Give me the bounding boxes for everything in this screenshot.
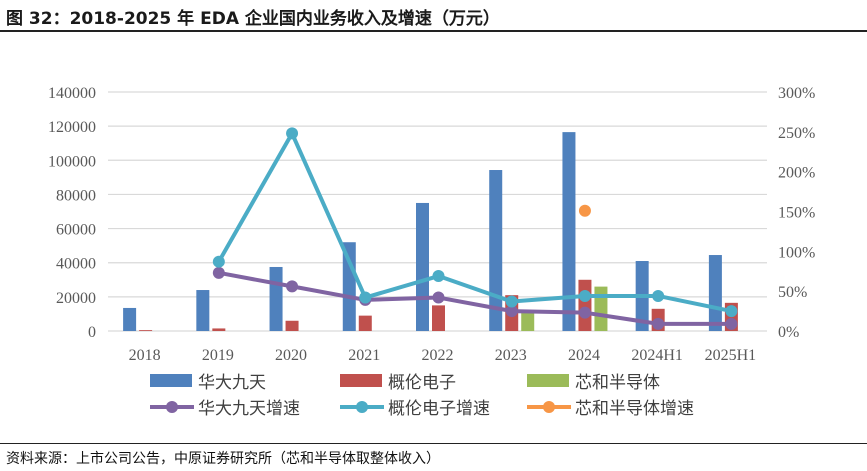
line-概伦电子增速 [217,131,732,314]
bottom-rule [0,443,867,444]
bar-华大九天 [708,255,722,331]
bar-华大九天 [416,202,429,331]
y-left-tick: 140000 [48,85,96,102]
y-left-tick: 100000 [48,153,96,170]
bar-概伦电子 [578,279,592,331]
legend-label: 概伦电子 [388,373,456,393]
point-概伦电子增速 [505,295,518,308]
y-left-tick: 80000 [56,187,96,204]
point-概伦电子增速 [578,289,591,302]
legend-marker [166,401,178,413]
point-概伦电子增速 [432,270,445,283]
point-华大九天增速 [505,305,518,318]
x-tick: 2018 [129,347,161,364]
bar-华大九天 [562,132,576,331]
bar-概伦电子 [212,328,226,331]
bar-概伦电子 [432,305,445,331]
x-tick: 2022 [422,347,454,364]
bar-华大九天 [269,266,283,331]
legend-swatch [527,374,569,387]
y-left-tick: 120000 [48,119,96,136]
point-华大九天增速 [725,317,738,330]
y-right-tick: 200% [778,165,815,182]
bar-芯和半导体 [521,312,535,331]
bar-概伦电子 [285,320,299,331]
legend-label: 芯和半导体 [575,373,660,393]
bar-华大九天 [196,290,210,331]
y-left-tick: 40000 [56,256,96,273]
y-right-tick: 50% [778,284,807,301]
x-tick: 2025H1 [705,347,757,364]
legend-label: 芯和半导体增速 [575,399,694,419]
bar-华大九天 [123,307,137,331]
y-right-tick: 150% [778,205,815,222]
y-right-tick: 250% [778,125,815,142]
x-tick: 2023 [495,347,527,364]
legend-label: 概伦电子增速 [388,399,490,419]
bar-概伦电子 [358,315,372,331]
figure-title: 图 32：2018-2025 年 EDA 企业国内业务收入及增速（万元） [6,9,500,29]
legend-label: 华大九天 [198,373,266,393]
point-华大九天增速 [212,266,225,279]
x-tick: 2019 [202,347,234,364]
point-华大九天增速 [578,306,591,319]
point-芯和半导体增速 [578,204,591,217]
bar-概伦电子 [139,330,153,331]
point-概伦电子增速 [652,289,665,302]
top-rule [0,30,867,32]
x-tick: 2021 [348,347,380,364]
legend-marker [543,401,555,413]
legend-swatch [340,374,382,387]
point-概伦电子增速 [286,127,299,140]
x-tick: 2024 [568,347,600,364]
point-华大九天增速 [432,291,445,304]
x-tick: 2020 [275,347,307,364]
legend-label: 华大九天增速 [198,399,300,419]
bar-华大九天 [489,170,503,331]
bar-芯和半导体 [594,286,608,331]
y-left-tick: 0 [88,324,96,341]
y-right-tick: 0% [778,324,799,341]
x-tick: 2024H1 [631,347,683,364]
y-left-tick: 20000 [56,290,96,307]
y-left-tick: 60000 [56,222,96,239]
legend-swatch [150,374,192,387]
point-华大九天增速 [286,280,299,293]
line-华大九天增速 [218,270,732,326]
point-华大九天增速 [652,317,665,330]
y-right-tick: 100% [778,244,815,261]
point-概伦电子增速 [725,305,738,318]
source-note: 资料来源：上市公司公告，中原证券研究所（芯和半导体取整体收入） [6,451,440,467]
point-概伦电子增速 [359,291,372,304]
point-概伦电子增速 [212,255,225,268]
y-right-tick: 300% [778,85,815,102]
legend-marker [356,401,368,413]
